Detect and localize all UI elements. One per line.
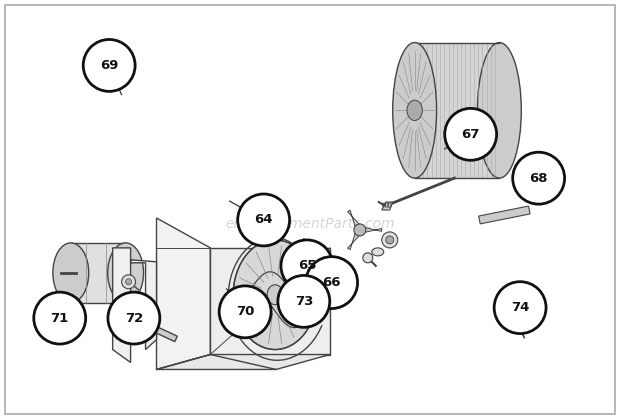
Circle shape <box>278 275 330 327</box>
Circle shape <box>354 224 366 236</box>
Text: 72: 72 <box>125 312 143 325</box>
Circle shape <box>510 308 529 328</box>
Ellipse shape <box>53 243 89 303</box>
Circle shape <box>83 39 135 91</box>
Text: 70: 70 <box>236 305 254 318</box>
Text: 64: 64 <box>254 213 273 226</box>
Text: 71: 71 <box>51 312 69 325</box>
Circle shape <box>363 253 373 263</box>
Ellipse shape <box>233 240 317 349</box>
Text: 68: 68 <box>529 172 548 185</box>
Circle shape <box>306 256 358 308</box>
Circle shape <box>33 292 86 344</box>
Polygon shape <box>156 218 210 370</box>
Text: eReplacementParts.com: eReplacementParts.com <box>225 217 395 231</box>
Polygon shape <box>156 354 330 370</box>
Circle shape <box>515 313 525 323</box>
Circle shape <box>252 309 264 321</box>
Polygon shape <box>365 228 382 232</box>
Ellipse shape <box>407 100 422 121</box>
Circle shape <box>281 240 333 292</box>
Ellipse shape <box>392 43 436 178</box>
Ellipse shape <box>267 285 283 305</box>
Polygon shape <box>71 243 126 303</box>
Polygon shape <box>348 210 359 226</box>
Polygon shape <box>415 43 499 178</box>
Polygon shape <box>348 233 359 250</box>
Circle shape <box>513 152 565 204</box>
Ellipse shape <box>108 243 144 303</box>
Circle shape <box>494 282 546 334</box>
Polygon shape <box>479 206 530 224</box>
Circle shape <box>122 275 136 289</box>
Text: 73: 73 <box>294 295 313 308</box>
Text: 69: 69 <box>100 59 118 72</box>
Text: 74: 74 <box>511 301 529 314</box>
Polygon shape <box>382 202 392 210</box>
Circle shape <box>382 232 397 248</box>
Ellipse shape <box>477 43 521 178</box>
Circle shape <box>219 286 271 338</box>
Circle shape <box>386 236 394 244</box>
Ellipse shape <box>372 248 384 256</box>
Polygon shape <box>148 323 177 341</box>
Polygon shape <box>210 248 330 354</box>
Circle shape <box>237 194 290 246</box>
Circle shape <box>126 279 131 285</box>
Text: 66: 66 <box>322 276 341 289</box>
Text: 67: 67 <box>461 128 480 141</box>
Text: 65: 65 <box>298 259 316 272</box>
Circle shape <box>108 292 160 344</box>
Circle shape <box>445 109 497 160</box>
Polygon shape <box>113 248 156 362</box>
